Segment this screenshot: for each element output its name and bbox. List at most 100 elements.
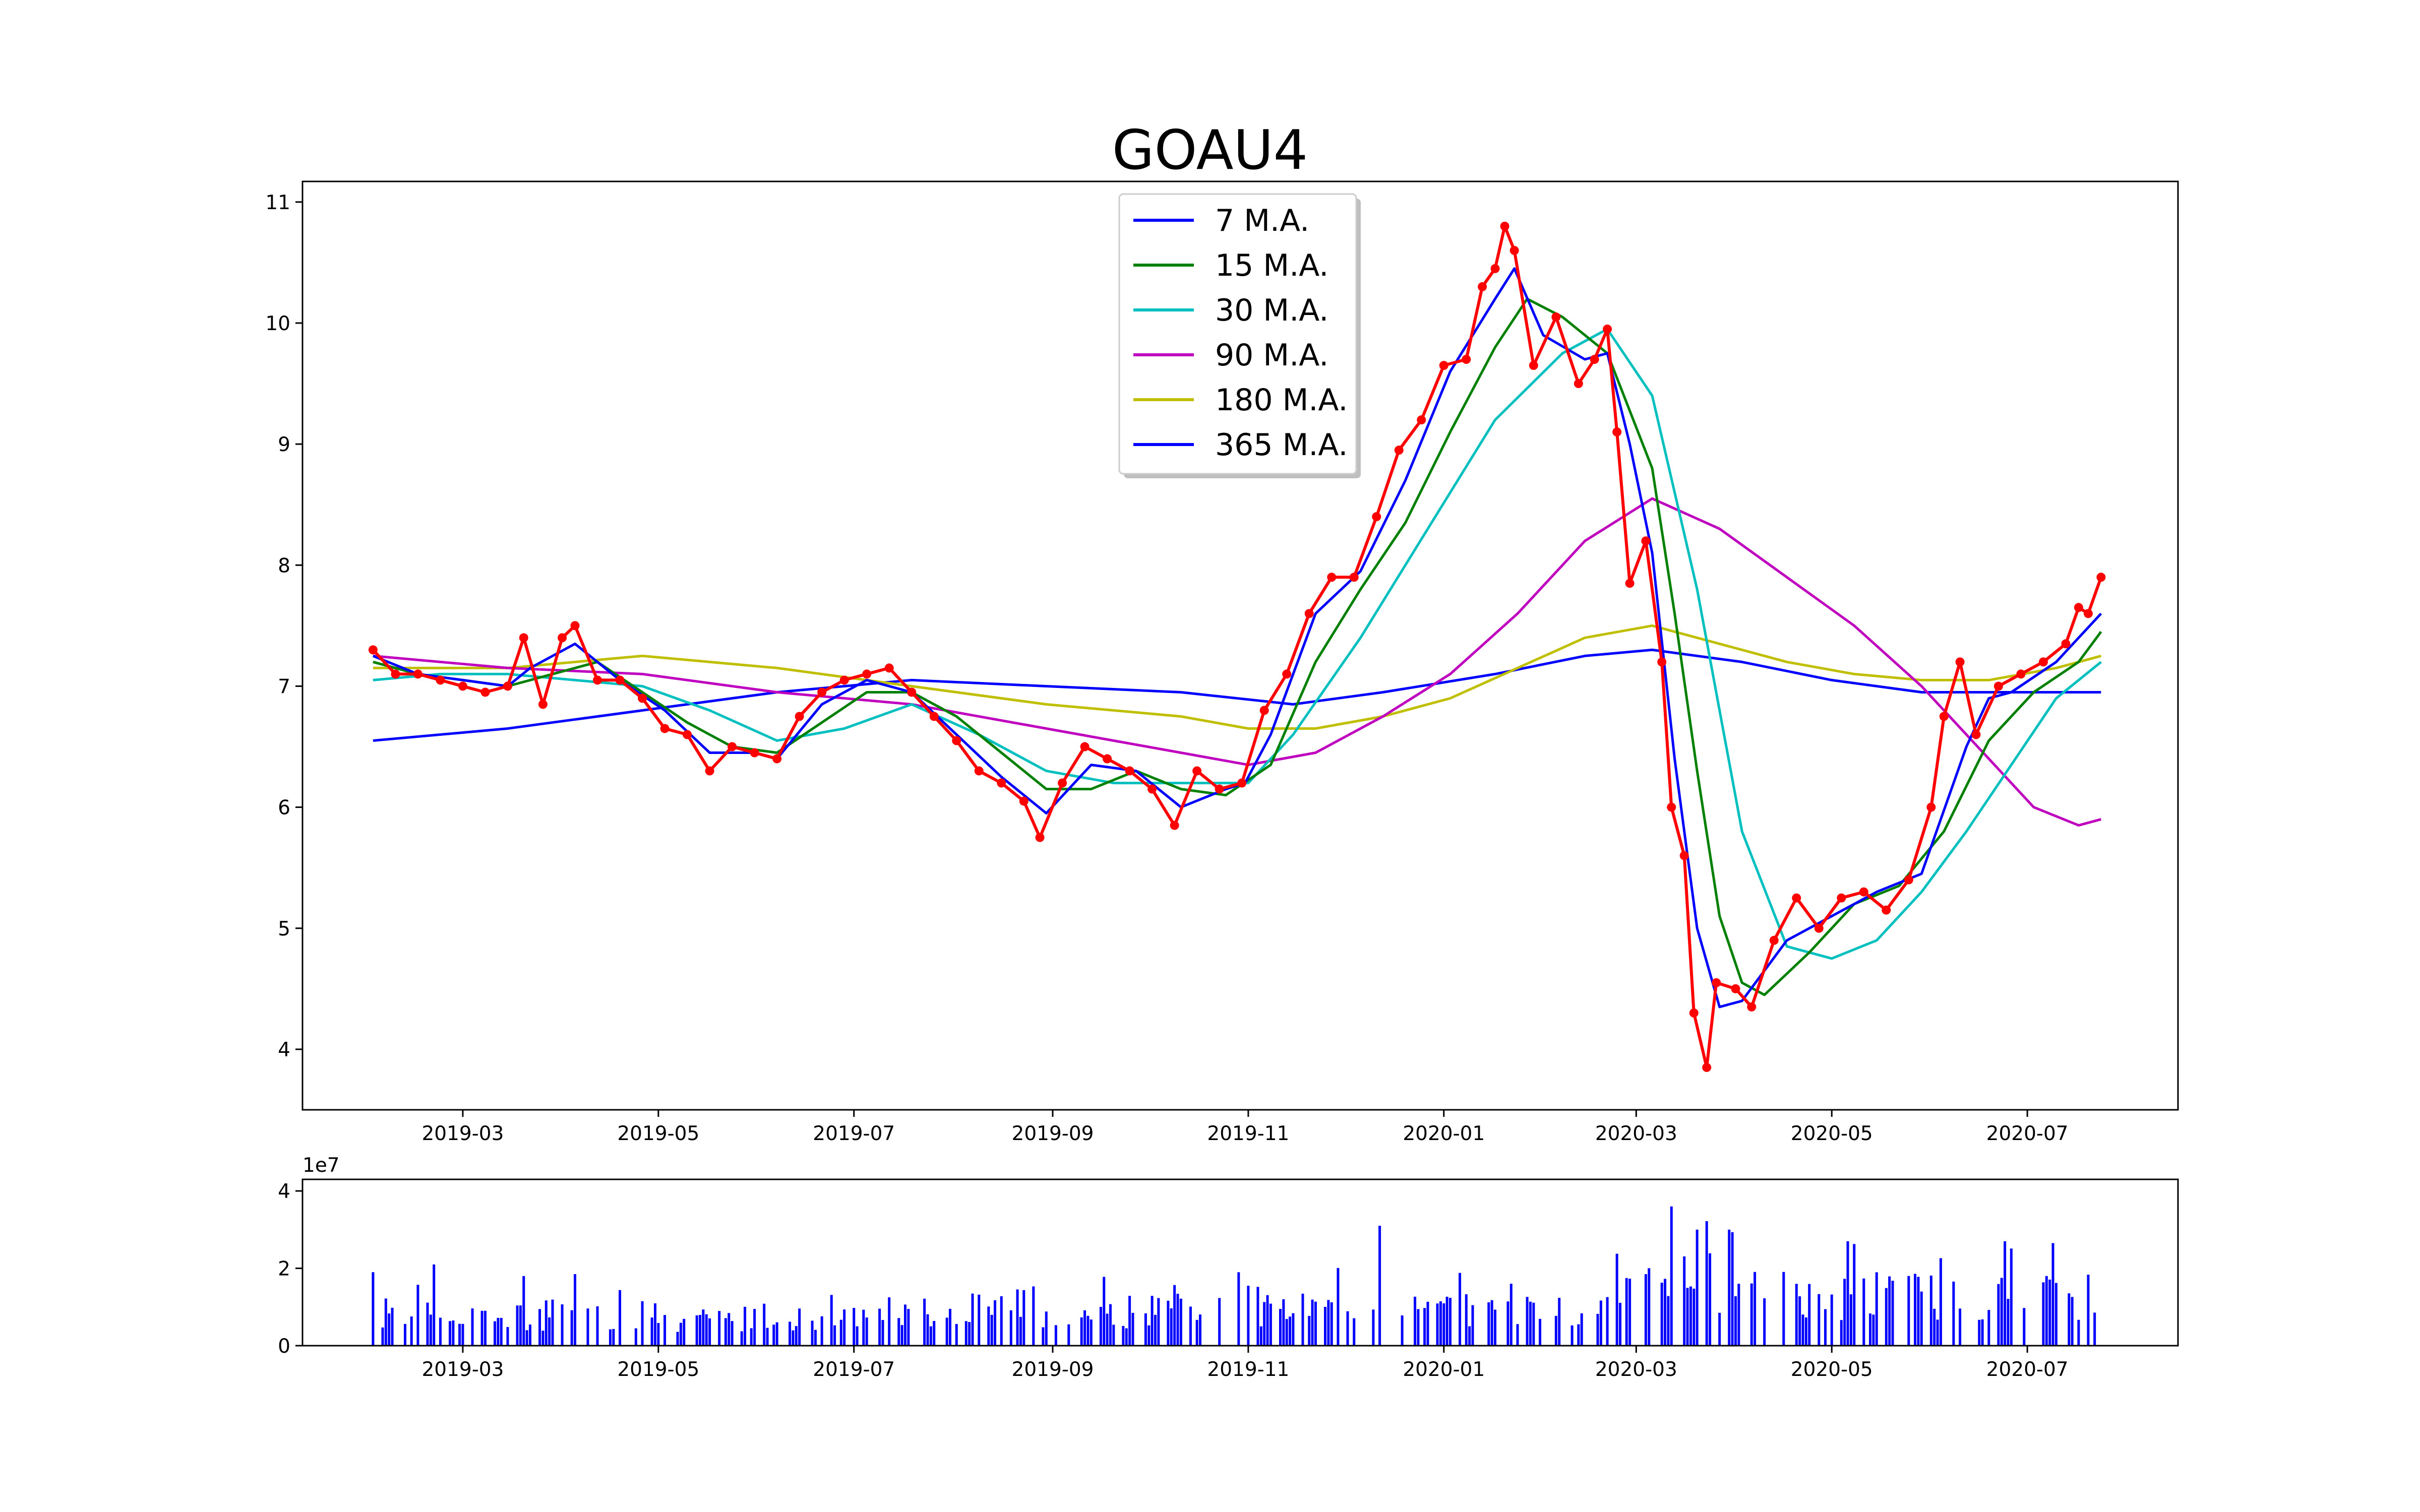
x-tick-label: 2020-01 — [1403, 1122, 1485, 1145]
volume-bar — [483, 1310, 487, 1346]
volume-bar — [1849, 1294, 1852, 1346]
volume-bar — [994, 1300, 997, 1346]
price-point — [480, 687, 490, 697]
price-point — [1192, 766, 1202, 776]
volume-bar — [439, 1317, 442, 1346]
volume-bar — [1147, 1325, 1151, 1346]
volume-bar — [1705, 1221, 1708, 1346]
volume-bar — [619, 1290, 622, 1346]
volume-bar — [570, 1310, 573, 1346]
volume-bar — [1337, 1268, 1340, 1346]
price-point — [1769, 935, 1779, 945]
y-tick-label: 6 — [278, 797, 290, 820]
volume-x-tick-label: 2019-03 — [421, 1358, 504, 1381]
volume-bar — [1199, 1314, 1202, 1346]
volume-bar — [949, 1308, 952, 1346]
volume-bar — [1442, 1303, 1445, 1346]
price-point — [1731, 984, 1740, 993]
price-plot-frame — [301, 180, 2179, 1111]
volume-x-tick-label: 2019-07 — [813, 1358, 895, 1381]
volume-bar — [1353, 1318, 1356, 1346]
volume-bar — [1753, 1272, 1757, 1346]
x-tick-label: 2019-09 — [1012, 1122, 1094, 1145]
price-point — [1574, 379, 1583, 389]
volume-bar — [1808, 1284, 1811, 1346]
volume-bar — [1131, 1312, 1134, 1346]
price-point — [1237, 778, 1247, 788]
volume-bar — [1554, 1315, 1557, 1346]
volume-bar — [2045, 1276, 2048, 1346]
legend-label: 90 M.A. — [1215, 338, 1328, 373]
price-point — [638, 694, 647, 703]
price-point — [1372, 512, 1381, 522]
volume-bar — [1167, 1300, 1170, 1346]
price-point — [2083, 609, 2093, 618]
price-point — [997, 778, 1006, 788]
price-point — [929, 712, 939, 721]
volume-bar — [1000, 1296, 1003, 1346]
volume-bar — [1327, 1300, 1330, 1346]
price-point — [728, 742, 737, 751]
price-point — [1147, 784, 1157, 794]
volume-bar — [679, 1322, 682, 1346]
volume-bar — [1914, 1274, 1917, 1346]
volume-bar — [1907, 1276, 1910, 1346]
volume-bar — [2087, 1275, 2090, 1346]
volume-bar — [1426, 1301, 1429, 1346]
price-point — [1993, 681, 2003, 691]
volume-bar — [653, 1303, 656, 1346]
x-tick-label: 2019-05 — [617, 1122, 699, 1145]
price-point — [795, 712, 804, 721]
volume-bar — [1869, 1313, 1872, 1346]
price-point — [1282, 669, 1292, 679]
volume-bar — [641, 1301, 644, 1346]
volume-bar — [403, 1324, 406, 1346]
volume-bar — [789, 1321, 792, 1346]
price-point — [907, 687, 917, 697]
volume-bar — [881, 1320, 884, 1346]
volume-bar — [1279, 1309, 1282, 1346]
price-point — [1259, 706, 1269, 715]
volume-bar — [1763, 1298, 1766, 1346]
volume-bar — [612, 1329, 615, 1346]
volume-bar — [1795, 1284, 1798, 1346]
volume-bar — [2068, 1293, 2071, 1346]
price-point — [1349, 573, 1359, 582]
price-point — [1551, 312, 1561, 322]
chart-title: GOAU4 — [1112, 119, 1308, 182]
volume-bar — [1436, 1303, 1439, 1346]
volume-x-tick-label: 2019-09 — [1012, 1358, 1094, 1381]
volume-x-tick-label: 2020-01 — [1403, 1358, 1485, 1381]
volume-bar — [1401, 1315, 1404, 1346]
y-tick-label: 4 — [278, 1039, 290, 1061]
price-point — [1103, 754, 1112, 764]
volume-bar — [1709, 1253, 1712, 1346]
volume-bar — [740, 1331, 743, 1346]
volume-bar — [1804, 1317, 1807, 1346]
price-point — [615, 675, 625, 685]
y-tick-label: 8 — [278, 554, 290, 577]
y-tick-label: 7 — [278, 675, 290, 698]
volume-bar — [426, 1302, 429, 1346]
volume-bar — [744, 1306, 747, 1346]
volume-bar — [2023, 1308, 2026, 1346]
volume-bar — [1157, 1298, 1160, 1346]
price-point — [1904, 875, 1913, 885]
volume-bar — [458, 1324, 461, 1346]
volume-bar — [586, 1308, 589, 1346]
volume-bar — [1195, 1319, 1198, 1346]
volume-bar — [516, 1305, 519, 1346]
volume-bar — [792, 1330, 795, 1346]
volume-bar — [753, 1309, 756, 1346]
volume-bar — [1936, 1319, 1939, 1346]
volume-bar — [1282, 1299, 1285, 1346]
price-point — [1490, 264, 1500, 273]
volume-bar — [1981, 1319, 1984, 1346]
volume-x-tick-label: 2020-05 — [1791, 1358, 1873, 1381]
volume-bar — [1952, 1281, 1955, 1346]
volume-bar — [480, 1310, 483, 1346]
volume-bar — [1494, 1309, 1497, 1346]
volume-bar — [676, 1332, 679, 1346]
price-point — [1509, 245, 1519, 255]
price-point — [817, 687, 827, 697]
